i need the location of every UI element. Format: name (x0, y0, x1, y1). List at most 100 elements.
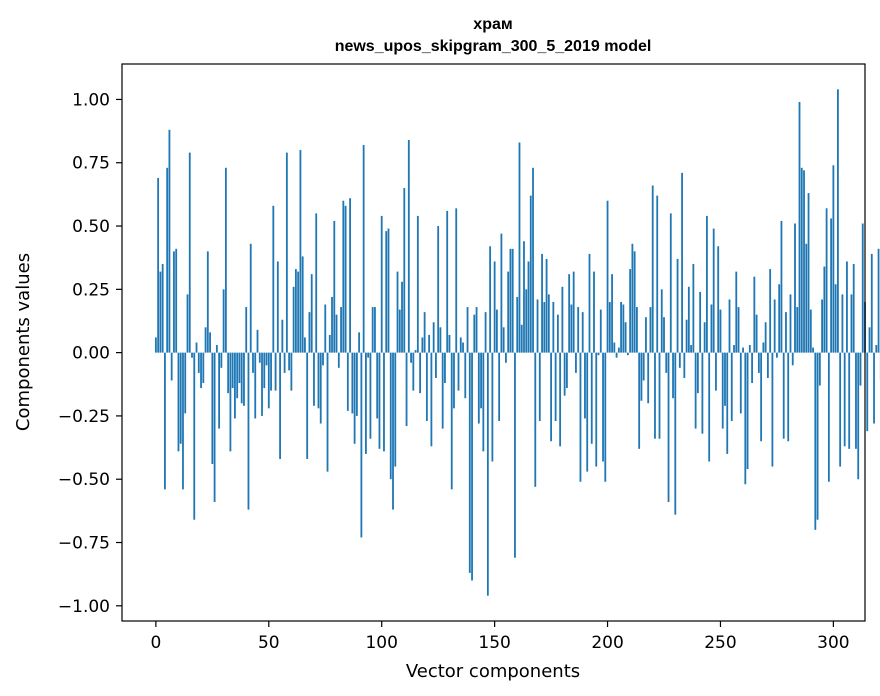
bar-48 (263, 352, 266, 389)
bar-15 (188, 152, 191, 353)
bar-219 (649, 307, 652, 353)
bar-70 (313, 352, 315, 406)
bar-142 (475, 307, 478, 353)
bar-206 (620, 301, 622, 353)
bar-136 (462, 342, 464, 353)
bar-170 (538, 352, 541, 421)
bar-28 (218, 352, 221, 429)
bar-173 (545, 258, 548, 353)
bar-200 (606, 200, 609, 353)
plot-frame (121, 63, 866, 622)
bar-60 (290, 352, 293, 391)
bar-204 (615, 352, 618, 358)
bar-58 (285, 152, 288, 353)
bar-128 (444, 352, 446, 384)
bar-208 (624, 322, 627, 353)
bar-286 (800, 167, 803, 353)
bar-300 (832, 165, 835, 353)
bar-255 (730, 352, 733, 421)
bar-184 (570, 304, 573, 353)
bar-287 (803, 170, 805, 353)
bar-251 (721, 352, 724, 429)
bar-295 (821, 299, 823, 353)
bar-162 (520, 324, 523, 353)
bar-154 (502, 327, 505, 353)
bar-211 (631, 243, 634, 353)
bar-254 (728, 299, 731, 353)
bar-233 (681, 172, 683, 353)
bar-305 (843, 352, 846, 447)
bar-289 (807, 193, 810, 353)
bar-297 (825, 208, 828, 353)
bar-178 (556, 314, 559, 353)
bar-279 (785, 312, 787, 353)
bar-164 (525, 289, 528, 353)
bar-74 (322, 352, 324, 366)
bar-248 (715, 352, 717, 391)
bar-99 (378, 352, 381, 449)
bar-194 (593, 271, 595, 353)
bar-245 (708, 352, 711, 462)
bar-87 (351, 352, 354, 414)
bar-280 (787, 352, 790, 442)
bar-153 (500, 233, 503, 353)
bar-299 (830, 218, 833, 353)
bar-270 (764, 322, 767, 353)
bar-275 (776, 352, 778, 358)
bar-42 (249, 243, 252, 353)
bar-259 (739, 352, 742, 414)
bar-224 (660, 289, 663, 353)
bar-64 (299, 150, 302, 353)
bar-93 (365, 352, 367, 454)
bar-241 (699, 291, 702, 353)
bar-131 (450, 352, 453, 490)
bar-166 (529, 195, 532, 353)
bar-262 (746, 352, 749, 470)
bar-97 (374, 307, 376, 353)
bar-84 (344, 205, 347, 353)
bar-240 (696, 352, 699, 394)
bar-199 (604, 352, 607, 482)
bar-104 (389, 352, 392, 480)
bar-5 (166, 167, 169, 353)
bar-22 (204, 327, 207, 353)
bar-191 (586, 352, 589, 472)
y-axis-label: Components values (13, 253, 34, 431)
bar-309 (852, 264, 855, 353)
bar-313 (861, 223, 864, 353)
y-tick-label: −0.75 (58, 534, 110, 554)
y-axis-ticks: −1.00 −0.75 −0.50 −0.25 0.00 0.25 0.50 0.75 1.00 (58, 90, 122, 617)
bar-45 (256, 329, 259, 353)
bar-229 (672, 352, 674, 399)
bar-281 (789, 294, 792, 353)
bar-95 (369, 352, 372, 439)
bar-276 (778, 284, 781, 353)
y-tick-label: 0.75 (72, 154, 110, 174)
bar-16 (191, 352, 193, 358)
bar-172 (543, 301, 546, 353)
bar-73 (319, 352, 322, 424)
bar-55 (279, 352, 281, 459)
bar-69 (310, 274, 313, 353)
bar-159 (514, 352, 516, 558)
bar-111 (405, 352, 408, 427)
bar-39 (243, 352, 245, 406)
bar-230 (674, 352, 677, 515)
bar-26 (213, 352, 216, 503)
bar-59 (288, 352, 291, 371)
bar-202 (611, 274, 613, 353)
bar-57 (283, 352, 286, 373)
bar-238 (692, 264, 695, 353)
bar-88 (353, 352, 356, 444)
bar-189 (581, 312, 584, 353)
bar-171 (541, 253, 543, 353)
bar-19 (197, 352, 200, 373)
bar-258 (737, 307, 740, 353)
bar-209 (626, 352, 629, 356)
bar-222 (656, 195, 659, 353)
bar-301 (834, 284, 837, 353)
bar-320 (877, 248, 880, 353)
bar-115 (414, 350, 417, 353)
bar-308 (850, 294, 853, 353)
